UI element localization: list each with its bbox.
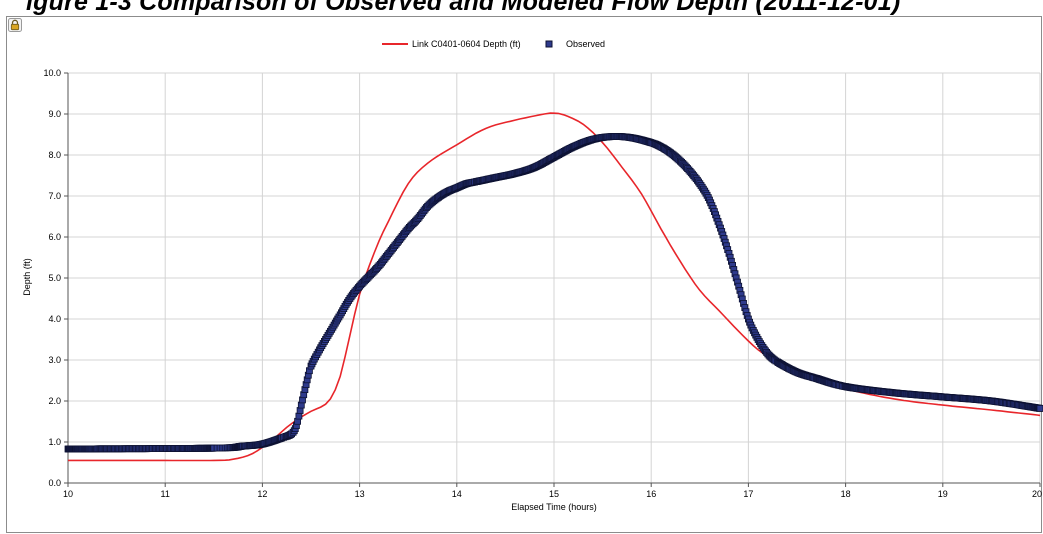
y-tick-label: 4.0 [48,314,61,324]
x-axis-title: Elapsed Time (hours) [511,502,597,512]
y-tick-label: 9.0 [48,109,61,119]
y-tick-label: 10.0 [43,68,61,78]
figure-caption-strip: igure 1-3 Comparison of Observed and Mod… [0,0,1043,16]
legend: Link C0401-0604 Depth (ft) Observed [382,39,605,49]
observed-point [1036,404,1043,412]
x-tick-label: 14 [452,489,462,499]
figure-caption: igure 1-3 Comparison of Observed and Mod… [26,0,901,16]
x-tick-label: 17 [743,489,753,499]
y-tick-label: 6.0 [48,232,61,242]
x-tick-label: 12 [257,489,267,499]
series-line-model [68,112,1041,462]
x-tick-label: 16 [646,489,656,499]
y-axis-title: Depth (ft) [22,258,32,296]
y-tick-label: 2.0 [48,396,61,406]
y-tick-label: 7.0 [48,191,61,201]
y-tick-label: 0.0 [48,478,61,488]
legend-label-observed: Observed [566,39,605,49]
x-tick-label: 19 [938,489,948,499]
x-tick-label: 15 [549,489,559,499]
x-tick-label: 11 [161,489,170,499]
legend-label-model: Link C0401-0604 Depth (ft) [412,39,521,49]
x-tick-label: 13 [355,489,365,499]
y-tick-label: 5.0 [48,273,61,283]
lock-icon[interactable] [8,18,22,32]
x-tick-label: 10 [63,489,73,499]
x-tick-label: 18 [841,489,851,499]
x-tick-label: 20 [1032,489,1042,499]
observed-point [295,412,303,420]
y-tick-label: 1.0 [48,437,61,447]
legend-marker-swatch [545,40,553,48]
y-tick-label: 3.0 [48,355,61,365]
y-tick-label: 8.0 [48,150,61,160]
